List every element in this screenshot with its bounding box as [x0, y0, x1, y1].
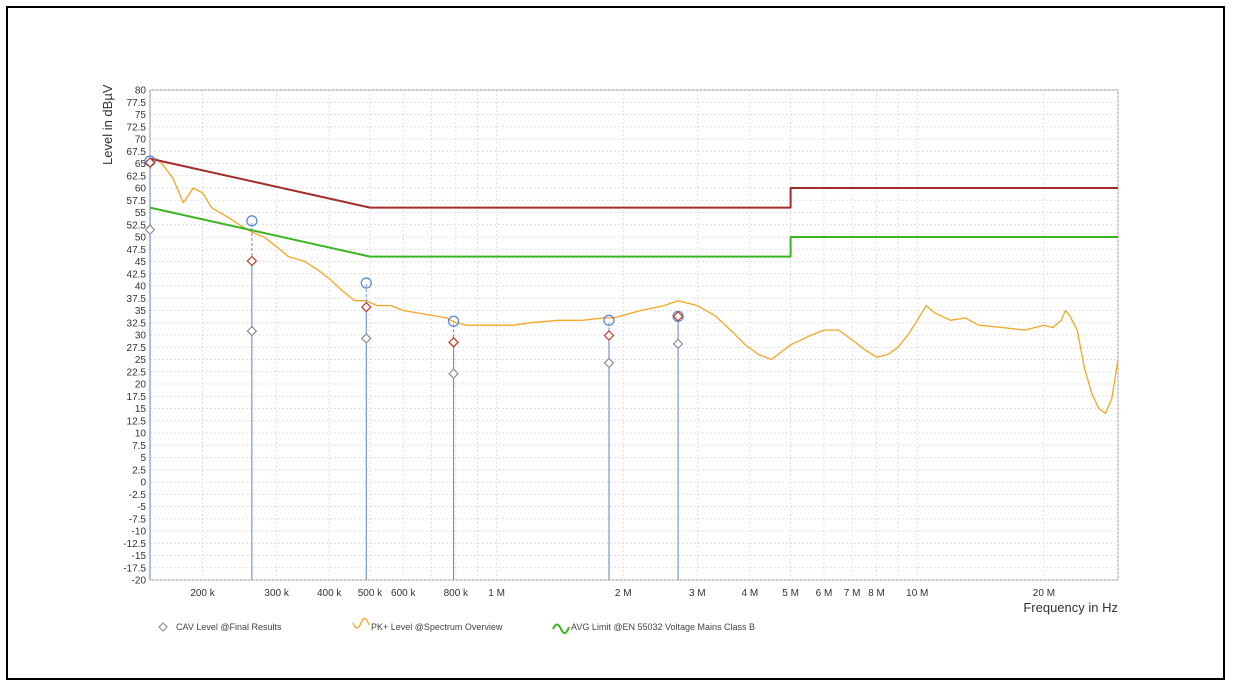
- y-tick-label: -2.5: [129, 490, 147, 501]
- legend-label: AVG Limit @EN 55032 Voltage Mains Class …: [571, 622, 755, 632]
- chart-frame: 80 77.5 75 72.5 70 67.5 65 62.5 60 57.5 55 52.5 50 47…: [6, 6, 1225, 680]
- qp-result-marker: [672, 311, 684, 322]
- x-tick-label: 500 k: [358, 588, 383, 599]
- y-tick-label: 22.5: [127, 367, 147, 378]
- x-tick-label: 10 M: [906, 588, 928, 599]
- pk-spectrum-line: [149, 157, 1119, 415]
- x-tick-label: 1 M: [488, 588, 505, 599]
- legend-label: CAV Level @Final Results: [176, 622, 282, 632]
- y-tick-label: 50: [135, 233, 147, 244]
- y-tick-label: 42.5: [127, 269, 147, 280]
- y-tick-label: 27.5: [127, 343, 147, 354]
- y-tick-label: 70: [135, 135, 147, 146]
- emc-spectrum-chart: 8077.57572.57067.56562.56057.55552.55047…: [100, 84, 1119, 634]
- y-tick-label: 10: [135, 429, 147, 440]
- y-tick-label: 40: [135, 282, 147, 293]
- x-tick-label: 3 M: [689, 588, 706, 599]
- x-tick-label: 400 k: [317, 588, 342, 599]
- y-tick-label: 2.5: [132, 465, 146, 476]
- legend: CAV Level @Final Results PK+ Level @Spect…: [158, 617, 755, 634]
- y-tick-label: 17.5: [127, 392, 147, 403]
- qp-result-marker: [360, 301, 372, 313]
- x-tick-label: 20 M: [1033, 588, 1055, 599]
- y-tick-label: 57.5: [127, 196, 147, 207]
- y-tick-label: -20: [132, 576, 147, 587]
- y-tick-label: 55: [135, 208, 147, 219]
- pk-result-marker: [246, 215, 258, 227]
- avg-limit-line: [149, 206, 1118, 258]
- y-axis-ticks: 8077.57572.57067.56562.56057.55552.55047…: [123, 86, 146, 587]
- x-tick-label: 2 M: [615, 588, 632, 599]
- y-tick-label: 15: [135, 404, 147, 415]
- y-tick-label: 20: [135, 380, 147, 391]
- y-tick-label: 60: [135, 184, 147, 195]
- y-tick-label: -5: [137, 502, 146, 513]
- x-tick-label: 7 M: [844, 588, 861, 599]
- y-tick-label: 25: [135, 355, 147, 366]
- y-tick-label: 67.5: [127, 147, 147, 158]
- y-tick-label: -10: [132, 527, 147, 538]
- cav-result-marker: [603, 357, 615, 369]
- x-axis-title: Frequency in Hz: [1023, 600, 1118, 615]
- y-axis-title: Level in dBµV: [100, 84, 115, 165]
- y-tick-label: 47.5: [127, 245, 147, 256]
- y-tick-label: -7.5: [129, 514, 147, 525]
- cav-result-marker: [246, 325, 258, 337]
- y-tick-label: -17.5: [123, 563, 146, 574]
- y-tick-label: 75: [135, 110, 147, 121]
- y-tick-label: 30: [135, 331, 147, 342]
- y-tick-label: 5: [140, 453, 146, 464]
- y-tick-label: 72.5: [127, 122, 147, 133]
- legend-cav-icon: [158, 622, 168, 632]
- series-layer: [149, 157, 1119, 415]
- grid: [149, 89, 1119, 581]
- cav-result-marker: [360, 333, 372, 344]
- qp-limit-line: [149, 157, 1118, 209]
- qp-result-marker: [246, 255, 258, 267]
- cav-result-marker: [144, 224, 156, 235]
- x-tick-label: 200 k: [190, 588, 215, 599]
- legend-label: PK+ Level @Spectrum Overview: [371, 622, 503, 632]
- final-result-markers: [144, 155, 684, 580]
- y-tick-label: 52.5: [127, 220, 147, 231]
- y-tick-label: 62.5: [127, 171, 147, 182]
- pk-result-marker: [447, 315, 460, 327]
- y-tick-label: 77.5: [127, 98, 147, 109]
- y-tick-label: 12.5: [127, 416, 147, 427]
- y-tick-label: 80: [135, 86, 147, 97]
- x-tick-label: 5 M: [782, 588, 799, 599]
- qp-result-marker: [144, 157, 156, 168]
- y-tick-label: 7.5: [132, 441, 146, 452]
- x-tick-label: 600 k: [391, 588, 416, 599]
- x-tick-label: 4 M: [742, 588, 759, 599]
- y-tick-label: 45: [135, 257, 147, 268]
- pk-result-marker: [360, 277, 372, 289]
- qp-result-marker: [448, 337, 459, 348]
- cav-result-marker: [672, 338, 684, 350]
- y-tick-label: -15: [132, 551, 147, 562]
- qp-result-marker: [603, 330, 615, 341]
- y-tick-label: 35: [135, 306, 147, 317]
- y-tick-label: 32.5: [127, 318, 147, 329]
- legend-pk-icon: [352, 617, 370, 629]
- y-tick-label: 0: [140, 478, 146, 489]
- pk-result-marker: [603, 314, 615, 326]
- y-tick-label: 37.5: [127, 294, 147, 305]
- legend-avg-icon: [552, 623, 570, 634]
- cav-result-marker: [448, 368, 459, 380]
- x-tick-label: 8 M: [868, 588, 885, 599]
- x-axis-ticks: 200 k 300 k 400 k 500 k 600 k 800 k 1 M 2 M 3 M 4…: [190, 588, 1055, 599]
- y-tick-label: 65: [135, 159, 147, 170]
- x-tick-label: 300 k: [264, 588, 289, 599]
- y-tick-label: -12.5: [123, 539, 146, 550]
- x-tick-label: 6 M: [816, 588, 833, 599]
- x-tick-label: 800 k: [444, 588, 469, 599]
